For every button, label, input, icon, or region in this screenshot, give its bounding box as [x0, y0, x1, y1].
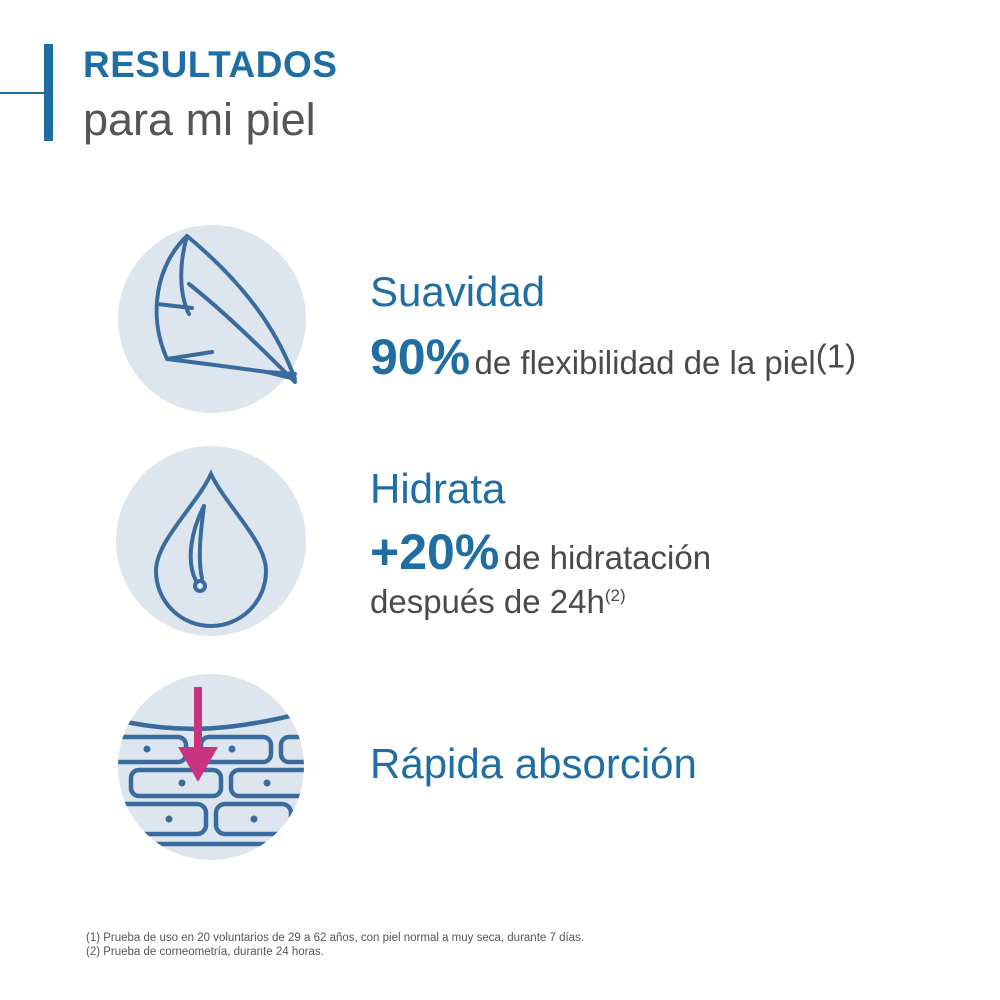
stat-text: de flexibilidad de la piel [474, 344, 816, 381]
footnote-2: (2) Prueba de corneometría, durante 24 h… [86, 946, 324, 958]
benefit-heading-absorcion: Rápida absorción [370, 740, 697, 787]
feather-icon [118, 225, 306, 413]
page-title: RESULTADOS [83, 44, 338, 85]
header-line [0, 92, 46, 94]
benefit-heading-suavidad: Suavidad [370, 268, 546, 315]
stat-text-2: después de 24h [370, 583, 605, 620]
stat-text: de hidratación [503, 539, 712, 576]
benefit-stat-hidrata-line2: después de 24h(2) [370, 583, 626, 621]
arrow-down-icon [178, 687, 218, 782]
stat-value: 90% [370, 329, 471, 385]
header-bar [44, 44, 53, 141]
benefit-heading-hidrata: Hidrata [370, 465, 506, 512]
footnote-ref: (1) [815, 337, 857, 375]
page-subtitle: para mi piel [83, 94, 316, 145]
footnote-ref: (2) [604, 586, 626, 605]
benefit-stat-suavidad: 90% de flexibilidad de la piel(1) [370, 328, 856, 386]
skin-absorption-icon [118, 674, 304, 860]
benefit-stat-hidrata: +20% de hidratación [370, 523, 711, 581]
footnote-1: (1) Prueba de uso en 20 voluntarios de 2… [86, 932, 585, 944]
water-drop-icon [116, 446, 306, 636]
stat-value: +20% [370, 524, 500, 580]
